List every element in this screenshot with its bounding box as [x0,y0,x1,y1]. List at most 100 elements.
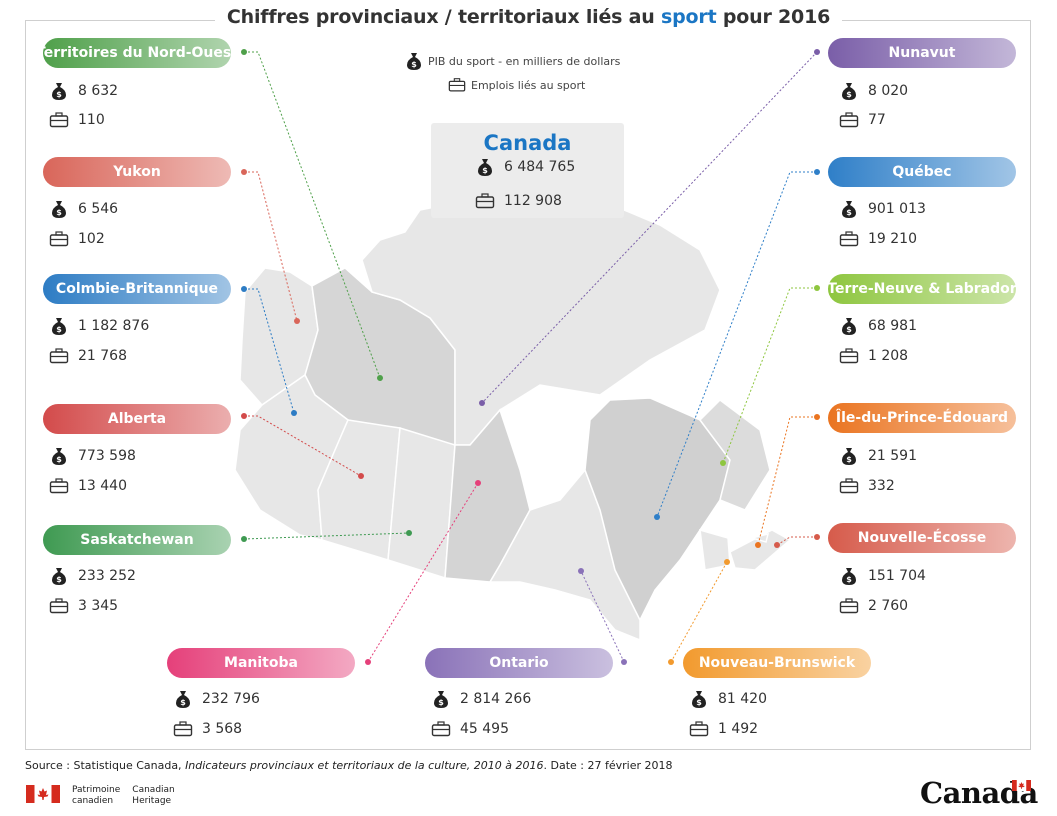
region-11-jobs: 19 210 [838,229,917,249]
region-3-label: Alberta [43,404,231,434]
canadian-heritage-signature: Patrimoine canadien Canadian Heritage [26,785,187,807]
briefcase-icon [838,476,860,496]
svg-text:$: $ [411,60,417,69]
dot-ontario [621,659,627,665]
briefcase-icon [448,75,466,95]
map-ontario [488,468,641,642]
svg-text:$: $ [56,575,62,584]
briefcase-icon [48,110,70,130]
region-4-jobs: 3 345 [48,596,118,616]
money-bag-icon: $ [48,446,70,466]
briefcase-icon [838,110,860,130]
svg-text:$: $ [846,325,852,334]
svg-text:$: $ [56,325,62,334]
briefcase-icon [474,191,496,211]
canada-total-card: Canada [431,123,624,218]
briefcase-icon [48,596,70,616]
money-bag-icon: $ [172,689,194,709]
source-note: Source : Statistique Canada, Indicateurs… [25,759,673,772]
svg-text:$: $ [696,698,702,707]
region-2-jobs: 21 768 [48,346,127,366]
svg-text:$: $ [846,575,852,584]
region-1-jobs: 102 [48,229,105,249]
dot-nb [668,659,674,665]
map-quebec [584,397,731,622]
briefcase-icon [48,476,70,496]
money-bag-icon: $ [838,446,860,466]
canada-jobs: 112 908 [474,191,562,211]
region-2-gdp: $1 182 876 [48,316,149,336]
region-11-label: Québec [828,157,1016,187]
region-8-jobs: 2 760 [838,596,908,616]
region-10-gdp: $68 981 [838,316,917,336]
map-nova-scotia [729,529,792,571]
briefcase-icon [838,596,860,616]
region-1-label: Yukon [43,157,231,187]
briefcase-icon [688,719,710,739]
dot-ns [814,534,820,540]
region-6-jobs: 45 495 [430,719,509,739]
canada-label: Canada [483,131,572,155]
money-bag-icon: $ [48,81,70,101]
svg-text:$: $ [56,455,62,464]
region-5-label: Manitoba [167,648,355,678]
money-bag-icon: $ [688,689,710,709]
region-7-label: Nouveau-Brunswick [683,648,871,678]
region-8-gdp: $151 704 [838,566,926,586]
svg-text:$: $ [846,208,852,217]
legend-jobs: Emplois liés au sport [448,75,585,95]
region-5-gdp: $232 796 [172,689,260,709]
money-bag-icon: $ [48,199,70,219]
region-8-label: Nouvelle-Écosse [828,523,1016,553]
map-nunavut [361,187,721,446]
region-9-gdp: $21 591 [838,446,917,466]
region-6-gdp: $2 814 266 [430,689,531,709]
briefcase-icon [430,719,452,739]
region-11-gdp: $901 013 [838,199,926,219]
region-4-label: Saskatchewan [43,525,231,555]
dot-nunavut [814,49,820,55]
region-10-jobs: 1 208 [838,346,908,366]
money-bag-icon: $ [838,81,860,101]
region-9-jobs: 332 [838,476,895,496]
region-10-label: Terre-Neuve & Labrador [827,274,1017,304]
canada-gdp: $6 484 765 [474,157,575,177]
dot-nwt [241,49,247,55]
svg-text:$: $ [846,90,852,99]
canada-flag-icon [26,785,60,803]
region-12-gdp: $8 020 [838,81,908,101]
region-2-label: Colmbie-Britannique [43,274,231,304]
svg-text:$: $ [846,455,852,464]
region-6-label: Ontario [425,648,613,678]
region-12-jobs: 77 [838,110,886,130]
dot-bc [241,286,247,292]
region-12-label: Nunavut [828,38,1016,68]
region-0-gdp: $8 632 [48,81,118,101]
region-7-gdp: $81 420 [688,689,767,709]
map-labrador [699,399,771,511]
dot-manitoba [365,659,371,665]
money-bag-icon: $ [838,316,860,336]
dot-sask [241,536,247,542]
svg-text:$: $ [56,90,62,99]
briefcase-icon [838,346,860,366]
money-bag-icon: $ [474,157,496,177]
dot-nl [814,285,820,291]
region-3-jobs: 13 440 [48,476,127,496]
wordmark-flag-icon [1012,780,1031,791]
dot-yukon [241,169,247,175]
map-saskatchewan [387,427,456,580]
money-bag-icon: $ [838,199,860,219]
briefcase-icon [172,719,194,739]
svg-text:$: $ [180,698,186,707]
money-bag-icon: $ [48,316,70,336]
page-title: Chiffres provinciaux / territoriaux liés… [0,6,1057,28]
map-new-brunswick [699,528,731,571]
svg-text:$: $ [482,166,488,175]
briefcase-icon [48,229,70,249]
region-9-label: Île-du-Prince-Édouard [828,403,1016,433]
svg-text:$: $ [56,208,62,217]
dot-quebec [814,169,820,175]
money-bag-icon: $ [430,689,452,709]
